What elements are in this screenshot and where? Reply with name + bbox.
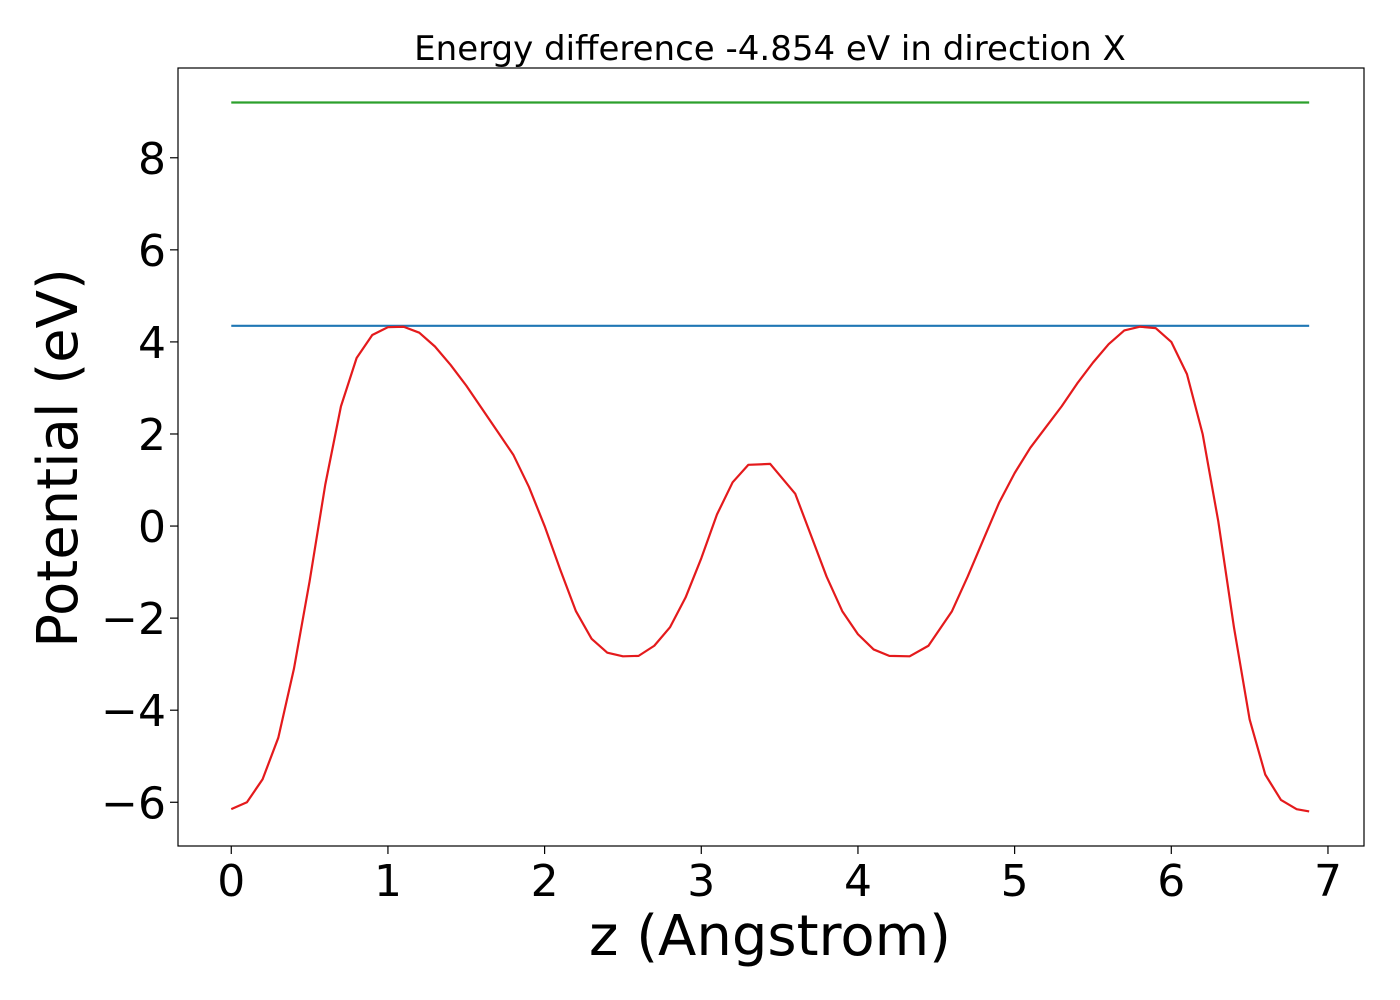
y-tick-label: 6 xyxy=(138,226,166,277)
x-axis-ticks: 0 1 2 3 4 5 6 7 xyxy=(217,846,1342,907)
series-line-2 xyxy=(230,325,1310,813)
x-tick-label: 2 xyxy=(531,856,559,907)
x-tick-label: 5 xyxy=(1001,856,1029,907)
x-tick-label: 6 xyxy=(1157,856,1185,907)
x-tick-label: 7 xyxy=(1314,856,1342,907)
x-tick-label: 4 xyxy=(844,856,872,907)
y-tick-label: −4 xyxy=(101,686,166,737)
y-axis-label: Potential (eV) xyxy=(26,268,91,648)
x-tick-label: 1 xyxy=(374,856,402,907)
y-tick-label: 8 xyxy=(138,134,166,185)
y-axis-ticks: −6 −4 −2 0 2 4 6 8 xyxy=(101,134,178,829)
series-layer xyxy=(230,101,1310,813)
x-axis-label: z (Angstrom) xyxy=(589,904,951,969)
x-tick-label: 0 xyxy=(217,856,245,907)
plot-frame xyxy=(177,67,1365,847)
y-tick-label: 4 xyxy=(138,318,166,369)
chart-title: Energy difference -4.854 eV in direction… xyxy=(414,29,1126,69)
y-tick-label: 2 xyxy=(138,410,166,461)
y-tick-label: −6 xyxy=(101,778,166,829)
y-tick-label: 0 xyxy=(138,502,166,553)
plot-area xyxy=(230,101,1310,813)
x-tick-label: 3 xyxy=(687,856,715,907)
y-tick-label: −2 xyxy=(101,594,166,645)
